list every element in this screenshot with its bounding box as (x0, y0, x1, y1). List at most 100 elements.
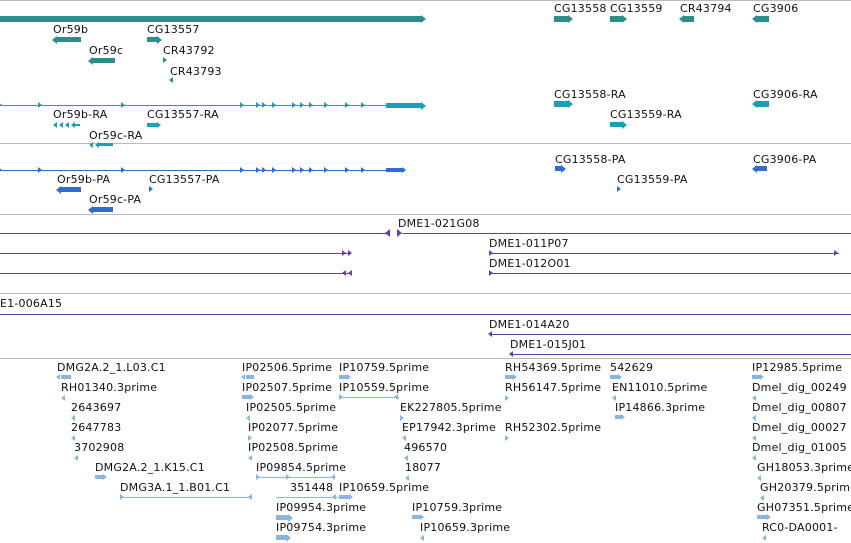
feature-glyph[interactable] (0, 16, 421, 22)
strand-arrow-icon (397, 229, 402, 237)
strand-arrow-icon (400, 415, 404, 421)
feature-glyph[interactable] (610, 16, 622, 22)
feature-label: Dmel_dig_00807 (752, 401, 847, 414)
feature-glyph[interactable] (242, 395, 250, 399)
feature-label: CG13557-PA (149, 173, 220, 186)
feature-glyph[interactable] (147, 123, 157, 127)
track-divider (0, 214, 851, 215)
strand-arrow-icon (752, 435, 756, 441)
feature-glyph[interactable] (147, 37, 157, 42)
feature-glyph[interactable] (757, 101, 769, 107)
strand-arrow-icon (767, 514, 771, 520)
feature-label: 2647783 (71, 421, 122, 434)
strand-arrow-icon (149, 186, 153, 192)
feature-glyph[interactable] (276, 535, 286, 540)
strand-arrow-icon (0, 102, 2, 108)
strand-arrow-icon (405, 475, 409, 481)
feature-glyph[interactable] (276, 515, 288, 520)
strand-arrow-icon (568, 15, 573, 23)
feature-label: Or59b-PA (57, 173, 111, 186)
feature-glyph[interactable] (554, 16, 568, 22)
feature-glyph[interactable] (72, 124, 80, 126)
feature-glyph[interactable] (93, 207, 113, 212)
feature-glyph[interactable] (95, 475, 103, 479)
feature-label: 2643697 (71, 401, 122, 414)
feature-glyph[interactable] (97, 143, 113, 146)
feature-glyph[interactable] (246, 375, 254, 379)
feature-label: DMG2A.2_1.L03.C1 (57, 361, 166, 374)
strand-arrow-icon (757, 475, 761, 481)
feature-label: Dmel_dig_00027 (752, 421, 847, 434)
strand-arrow-icon (88, 206, 93, 214)
strand-arrow-icon (505, 435, 509, 441)
feature-glyph[interactable] (412, 515, 420, 519)
feature-label: 351448 (290, 481, 334, 494)
feature-glyph[interactable] (386, 103, 421, 108)
strand-arrow-icon (348, 270, 352, 276)
strand-arrow-icon (622, 121, 627, 129)
feature-glyph[interactable] (554, 101, 568, 107)
feature-label: Or59c (89, 44, 124, 57)
feature-label: IP10759.3prime (412, 501, 503, 514)
feature-glyph[interactable] (61, 375, 71, 379)
feature-glyph[interactable] (57, 37, 81, 42)
strand-arrow-icon (56, 374, 60, 380)
feature-label: DME1-014A20 (489, 318, 570, 331)
strand-arrow-icon (402, 435, 406, 441)
strand-arrow-icon (420, 514, 424, 520)
strand-arrow-icon (834, 250, 838, 256)
feature-label: EN11010.5prime (612, 381, 708, 394)
feature-label: DMG2A.2_1.K15.C1 (95, 461, 205, 474)
feature-glyph[interactable] (757, 515, 767, 519)
feature-glyph[interactable] (757, 16, 769, 22)
strand-arrow-icon (762, 535, 766, 541)
feature-glyph[interactable] (610, 375, 618, 379)
strand-arrow-icon (262, 102, 266, 108)
strand-arrow-icon (262, 167, 266, 173)
strand-arrow-icon (272, 102, 276, 108)
strand-arrow-icon (421, 15, 426, 23)
feature-label: RH54369.5prime (505, 361, 602, 374)
feature-label: CG13558-PA (555, 153, 626, 166)
feature-label: DME1-012O01 (489, 257, 571, 270)
intron-line (0, 233, 390, 234)
feature-glyph[interactable] (505, 375, 513, 379)
feature-glyph[interactable] (93, 58, 115, 63)
feature-label: DME1-015J01 (510, 338, 587, 351)
feature-glyph[interactable] (386, 168, 402, 172)
intron-line (402, 233, 851, 234)
intron-line (510, 354, 851, 355)
intron-line (0, 170, 390, 171)
feature-glyph[interactable] (610, 122, 622, 127)
feature-label: CG13558-RA (554, 88, 626, 101)
strand-arrow-icon (71, 415, 75, 421)
feature-glyph[interactable] (339, 375, 347, 379)
intron-line (276, 497, 338, 498)
intron-line (489, 253, 839, 254)
strand-arrow-icon (38, 167, 42, 173)
strand-arrow-icon (246, 415, 250, 421)
feature-label: 542629 (610, 361, 654, 374)
feature-glyph[interactable] (684, 16, 694, 22)
feature-label: CG13557 (147, 23, 200, 36)
feature-label: Or59c-RA (89, 129, 143, 142)
strand-arrow-icon (324, 102, 328, 108)
intron-line (0, 105, 390, 106)
feature-glyph[interactable] (752, 375, 760, 379)
feature-label: CG13559-RA (610, 108, 682, 121)
strand-arrow-icon (324, 167, 328, 173)
feature-label: IP02077.5prime (248, 421, 339, 434)
feature-glyph[interactable] (61, 187, 81, 192)
feature-label: Dmel_dig_01005 (752, 441, 847, 454)
strand-arrow-icon (71, 435, 75, 441)
feature-glyph[interactable] (555, 166, 561, 171)
strand-arrow-icon (163, 57, 167, 63)
feature-glyph[interactable] (757, 166, 767, 171)
strand-arrow-icon (52, 36, 57, 44)
strand-arrow-icon (385, 229, 390, 237)
strand-arrow-icon (256, 167, 260, 173)
feature-glyph[interactable] (615, 415, 621, 419)
feature-label: DMG3A.1_1.B01.C1 (120, 481, 231, 494)
intron-line (489, 334, 851, 335)
feature-glyph[interactable] (339, 495, 349, 499)
